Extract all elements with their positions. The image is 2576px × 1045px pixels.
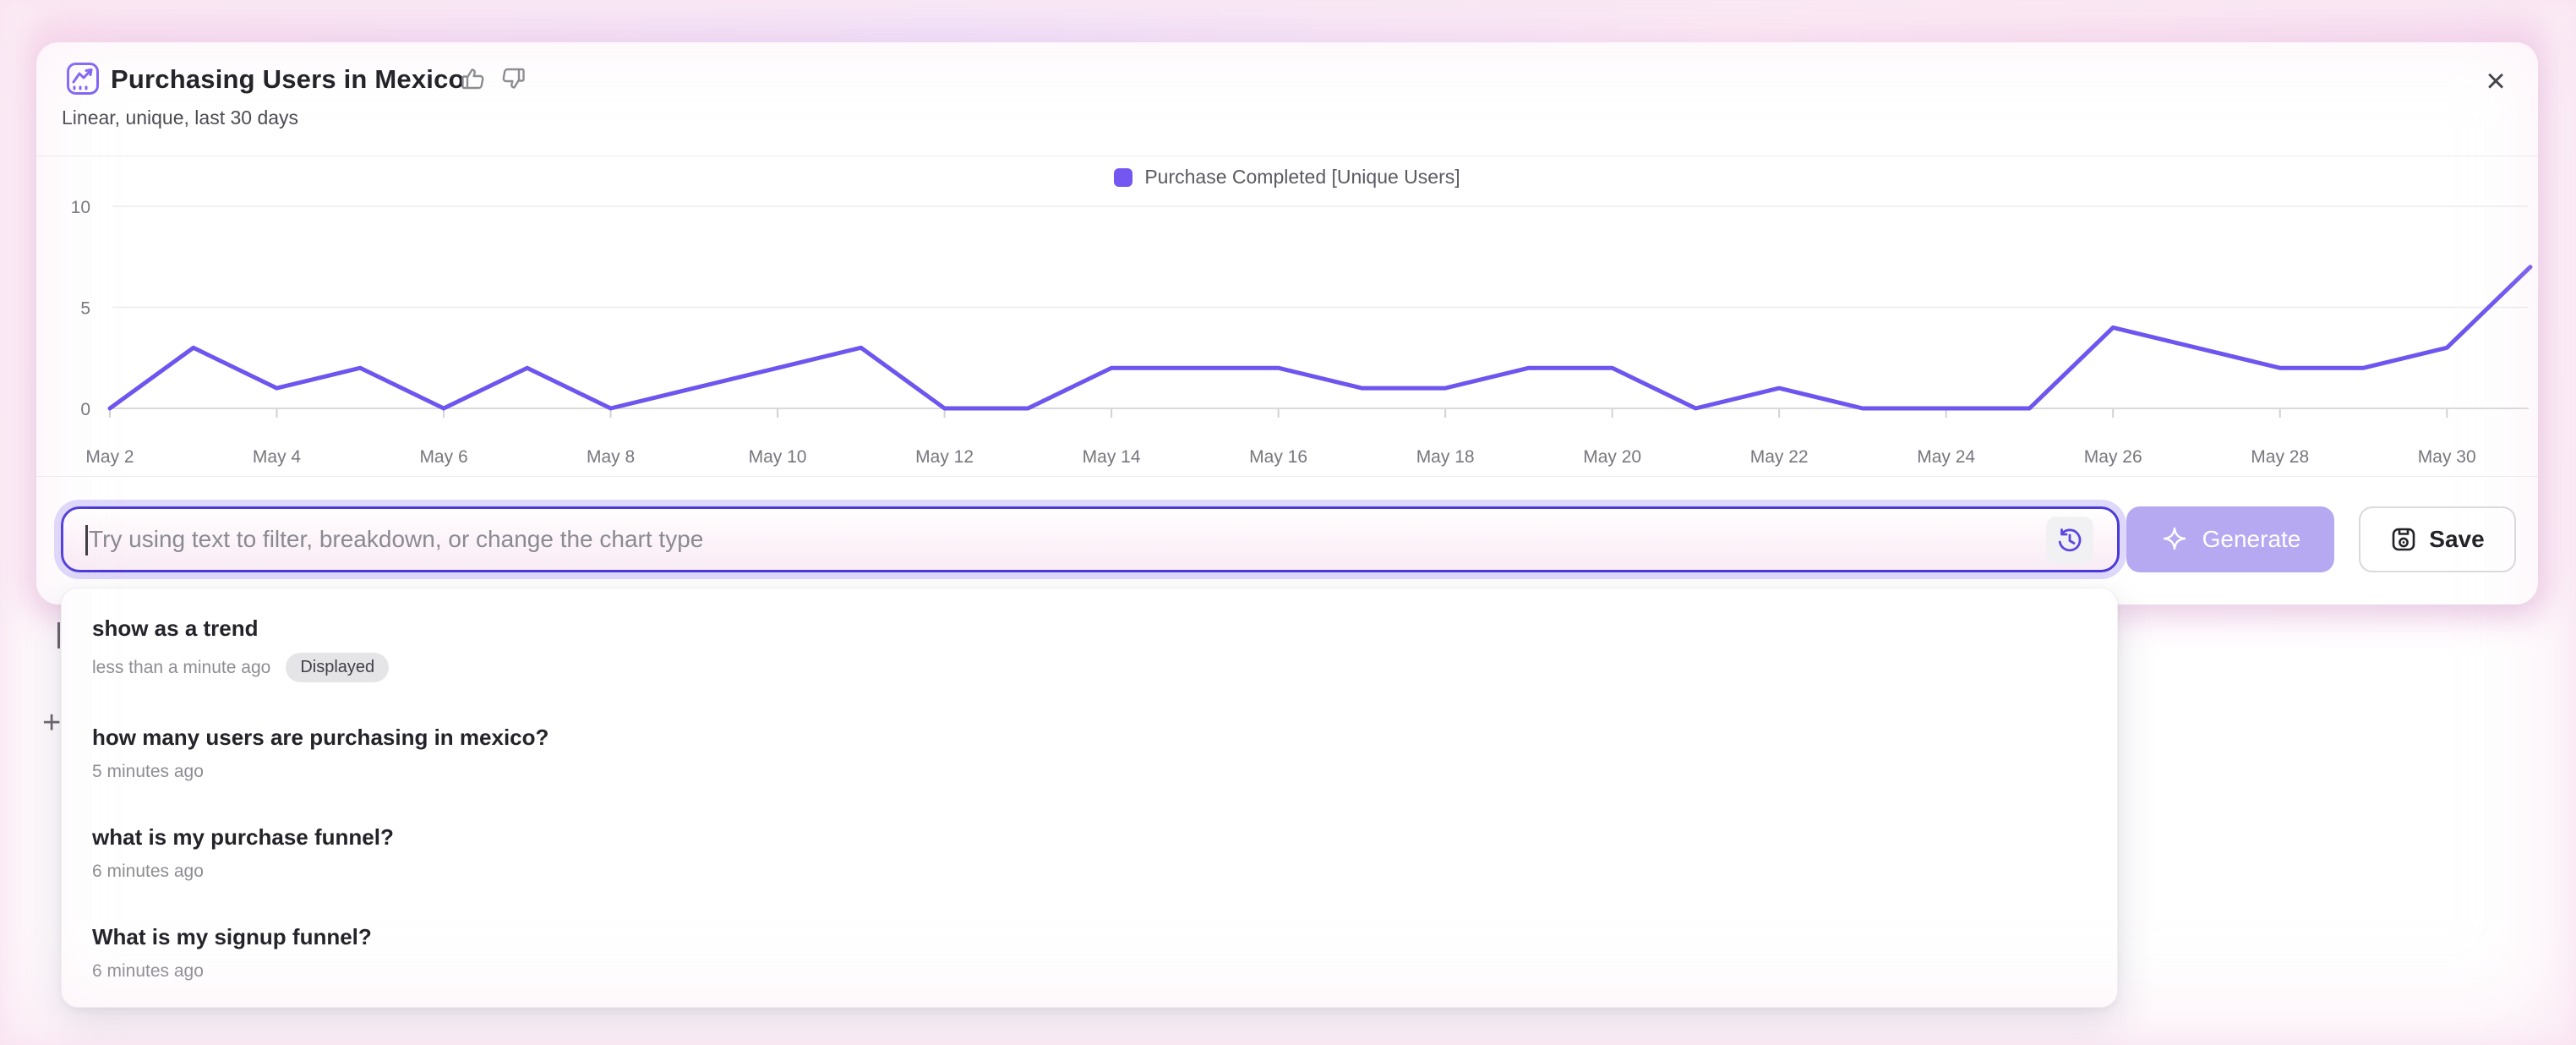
x-axis-tick-label: May 6 [419,447,467,467]
y-axis-tick-label: 0 [80,400,90,419]
history-dropdown: show as a trend less than a minute ago Dis… [61,588,2118,1008]
history-item-meta: less than a minute ago Displayed [92,653,2087,682]
x-axis-tick-label: May 2 [85,447,134,467]
x-axis-tick-label: May 18 [1416,447,1475,467]
history-button[interactable] [2046,517,2093,564]
save-button[interactable]: Save [2359,506,2516,572]
history-item-time: 6 minutes ago [92,862,204,881]
x-axis-tick-label: May 20 [1583,447,1641,467]
chart-card: Purchasing Users in Mexico × Linear, uni… [36,42,2538,605]
chart-separator [36,476,2538,477]
history-item[interactable]: how many users are purchasing in mexico?… [92,725,2087,782]
x-axis-tick-label: May 16 [1249,447,1307,467]
history-item-query[interactable]: show as a trend [92,616,259,641]
x-axis-tick-label: May 30 [2418,447,2476,467]
history-item-time: 6 minutes ago [92,961,204,981]
history-item-meta: 6 minutes ago [92,961,2087,982]
x-axis-tick-label: May 24 [1917,447,1975,467]
occluded-plus-glyph: + [42,705,62,741]
history-item[interactable]: What is my signup funnel? 6 minutes ago [92,924,2087,982]
history-item-query[interactable]: how many users are purchasing in mexico? [92,725,549,750]
save-icon [2392,528,2415,551]
page-title: Purchasing Users in Mexico [111,64,465,94]
history-item[interactable]: show as a trend less than a minute ago Dis… [92,616,2087,682]
legend: Purchase Completed [Unique Users] [36,166,2538,189]
ai-prompt-field[interactable] [61,506,2120,572]
history-item-meta: 5 minutes ago [92,762,2087,782]
history-clock-icon [2058,528,2082,552]
x-axis-tick-label: May 4 [253,447,302,467]
y-axis-tick-label: 10 [71,198,90,217]
x-axis-tick-label: May 28 [2251,447,2309,467]
x-axis-tick-label: May 22 [1750,447,1809,467]
x-axis-tick-label: May 8 [587,447,635,467]
x-axis-tick-label: May 10 [749,447,807,467]
x-axis-tick-label: May 14 [1083,447,1141,467]
history-item-query[interactable]: what is my purchase funnel? [92,824,394,850]
history-item-time: less than a minute ago [92,657,271,677]
status-badge: Displayed [286,653,390,682]
history-item-query[interactable]: What is my signup funnel? [92,924,372,949]
history-item-time: 5 minutes ago [92,762,204,781]
y-axis-tick-label: 5 [80,299,90,319]
series-line [107,265,2533,411]
ai-prompt-input[interactable] [89,509,2041,570]
history-item[interactable]: what is my purchase funnel? 6 minutes ago [92,824,2087,882]
save-label: Save [2429,526,2485,552]
history-item-meta: 6 minutes ago [92,862,2087,882]
chart-subtitle: Linear, unique, last 30 days [62,107,299,129]
close-icon[interactable]: × [2486,63,2506,100]
thumb-down-icon[interactable] [499,65,527,92]
legend-label[interactable]: Purchase Completed [Unique Users] [1144,166,1460,188]
sparkle-icon [2163,527,2186,550]
text-caret [85,525,88,555]
occluded-cursor-bar [57,622,60,648]
line-chart-icon [67,63,99,95]
legend-marker[interactable] [1114,167,1133,187]
line-chart: 0 5 10 May 2 May 4 May 6 May 8 May 10 May 12 May … [71,198,2533,467]
x-axis-tick-label: May 26 [2084,447,2142,467]
generate-button[interactable]: Generate [2126,506,2334,572]
x-axis-tick-label: May 12 [915,447,974,467]
generate-label: Generate [2202,526,2301,552]
thumb-up-icon[interactable] [460,65,487,92]
